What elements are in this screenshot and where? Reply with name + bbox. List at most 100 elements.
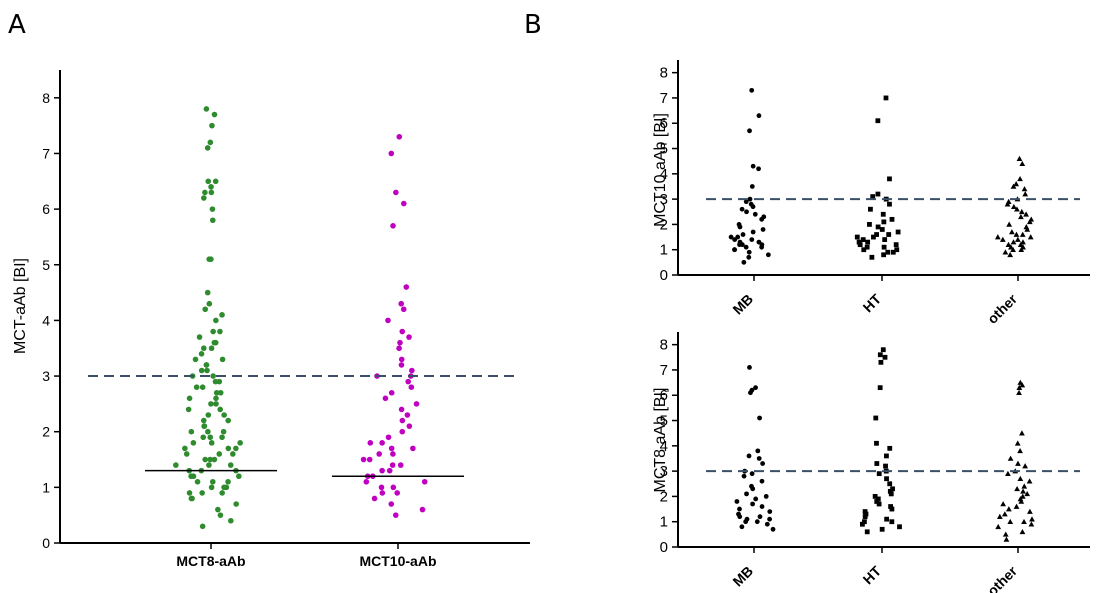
data-point [388,445,395,452]
data-point [737,224,743,230]
data-point [888,504,894,509]
chart-panel-b-top: 0 1 2 3 4 5 6 7 8 MCT10 aAb [BI] MB HT other [652,60,1090,327]
data-point [1010,183,1017,189]
data-point [220,428,227,435]
data-point [207,456,214,463]
data-point [1001,511,1008,517]
data-point [874,440,879,446]
data-point [1024,226,1031,232]
data-point [1014,236,1021,242]
data-point [1007,455,1014,461]
data-point [760,461,766,466]
data-point [728,234,734,240]
data-point [999,236,1006,242]
data-point [885,249,891,255]
data-point [217,389,224,396]
data-point [363,478,370,485]
data-point [881,219,887,225]
data-point [200,434,207,441]
data-point [861,247,867,253]
data-point [204,367,210,374]
data-point [1004,201,1011,207]
data-point [741,473,747,479]
data-point [890,249,896,255]
category-label: MCT10-aAb [359,553,436,569]
data-point [854,234,860,240]
data-point [737,506,742,512]
data-point [878,359,884,365]
data-point [874,232,879,237]
data-point [379,440,385,446]
panel-label-b: B [524,10,542,40]
data-point [1019,231,1026,237]
data-point [212,178,219,185]
data-point [1017,176,1023,182]
data-point [398,356,405,363]
data-point [215,506,221,513]
data-point [207,139,214,146]
data-point [750,229,756,235]
data-point [889,519,895,525]
y-tick-label: 7 [660,90,668,107]
data-point [884,453,889,459]
data-point [759,478,765,484]
data-point [201,195,207,201]
data-point [1018,213,1024,220]
data-point [749,184,755,189]
data-point [877,352,883,358]
data-point [764,521,770,527]
data-point [194,478,201,485]
y-tick-label: 0 [660,539,668,556]
data-point [747,196,753,202]
data-point [199,490,205,496]
data-point [856,239,862,245]
data-point [390,451,396,457]
data-point [1017,448,1023,454]
data-point [410,445,416,452]
data-point [752,211,758,217]
data-point [886,232,892,237]
data-point [394,490,400,496]
data-point [396,133,403,140]
y-tick-label: 3 [660,463,668,480]
y-tick-label: 1 [42,479,50,495]
data-point [734,499,740,504]
data-point [1027,234,1034,240]
data-point [1021,186,1028,192]
data-point [883,95,889,101]
data-point [206,300,213,307]
data-point [1016,389,1022,396]
data-point [759,244,765,250]
data-point [205,428,211,435]
data-point [209,478,216,485]
y-tick-label: 6 [660,387,668,404]
data-point [739,206,745,212]
data-point [208,184,214,190]
data-point [185,406,192,413]
y-tick-label: 1 [660,242,668,259]
data-point [186,490,193,496]
data-point [863,511,869,517]
data-point [1019,382,1026,388]
data-point [1019,493,1026,499]
data-point [398,362,405,368]
data-point [748,390,753,396]
data-point [1011,203,1017,210]
data-point [225,478,231,485]
data-point [399,328,406,335]
data-point [995,523,1002,530]
data-point [219,312,225,318]
data-point [1024,491,1031,497]
y-tick-label: 7 [42,145,50,161]
data-point [188,428,195,435]
data-point [875,496,881,502]
data-point [202,306,209,313]
y-axis-label: MCT-aAb [BI] [12,258,29,354]
data-point [413,401,420,407]
data-point [741,259,747,265]
data-point [376,451,382,457]
data-point [386,467,393,474]
data-point [202,456,208,463]
data-point [893,242,899,248]
